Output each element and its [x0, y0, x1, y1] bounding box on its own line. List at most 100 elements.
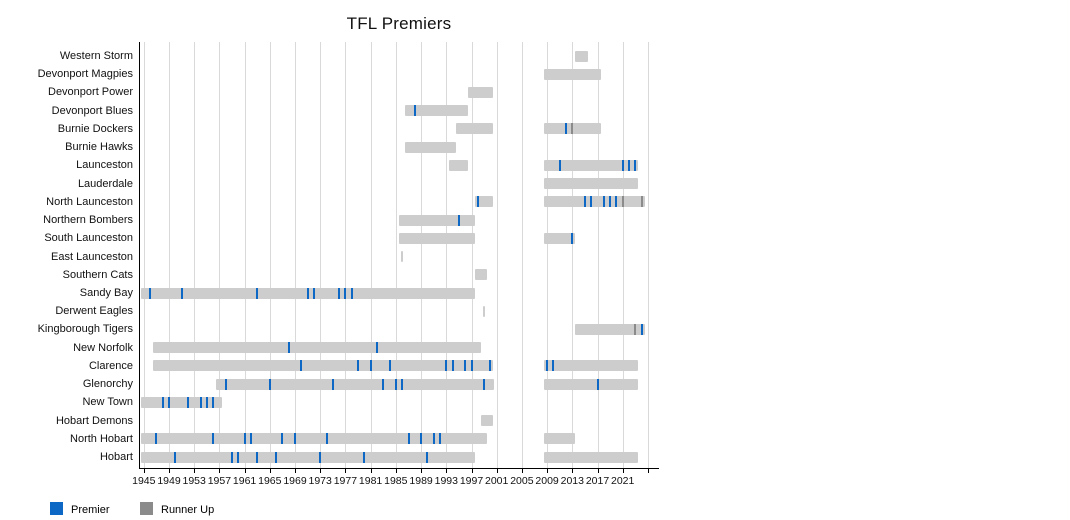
- premier-tick: [224, 378, 227, 390]
- team-label: North Launceston: [46, 195, 133, 208]
- runner-up-span-bar: [543, 196, 645, 208]
- x-axis-label: 1945: [132, 475, 156, 487]
- runner-up-span-bar: [468, 87, 494, 98]
- premier-tick: [212, 433, 215, 445]
- x-axis-label: 2021: [611, 475, 635, 487]
- runner-up-span-bar: [543, 178, 639, 190]
- team-label: Burnie Dockers: [57, 122, 133, 135]
- gridline-2013: [572, 42, 574, 468]
- gridline-1989: [421, 42, 423, 468]
- x-axis-label: 1957: [207, 475, 232, 487]
- team-label: Hobart Demons: [55, 414, 133, 427]
- premier-tick: [382, 378, 385, 390]
- runner-up-span-bar: [543, 451, 639, 463]
- premier-tick: [413, 105, 416, 117]
- gridline-1945: [143, 42, 145, 468]
- team-label: Kingborough Tigers: [37, 323, 133, 336]
- runner-up-tick: [634, 323, 637, 335]
- gridline-1977: [345, 42, 347, 468]
- x-axis-label: 1981: [358, 475, 383, 487]
- premier-tick: [369, 360, 372, 372]
- team-label: North Hobart: [70, 432, 133, 445]
- x-axis-label: 2017: [585, 475, 610, 487]
- x-axis-tick-2001: [496, 469, 498, 473]
- gridline-1993: [446, 42, 448, 468]
- premier-tick: [602, 196, 605, 208]
- team-label: Northern Bombers: [43, 214, 133, 227]
- premier-tick: [546, 360, 549, 372]
- team-label: Launceston: [76, 159, 133, 172]
- runner-up-span-bar: [140, 451, 475, 463]
- team-label: Derwent Eagles: [55, 305, 133, 318]
- team-label: Devonport Magpies: [37, 68, 133, 81]
- y-axis-line: [139, 42, 141, 469]
- x-axis-tick-2013: [572, 469, 574, 473]
- gridline-1965: [269, 42, 271, 468]
- premier-tick: [249, 433, 252, 445]
- premier-tick: [571, 232, 574, 244]
- runner-up-span-bar: [575, 50, 588, 62]
- premier-tick: [212, 396, 215, 408]
- runner-up-span-bar: [399, 232, 475, 244]
- runner-up-span-bar: [153, 360, 494, 372]
- runner-up-span-bar: [140, 396, 223, 408]
- premier-tick: [445, 360, 448, 372]
- gridline-2025: [647, 42, 649, 468]
- premier-tick: [401, 378, 404, 390]
- premier-tick: [565, 123, 567, 135]
- gridline-2001: [496, 42, 498, 468]
- premier-tick: [281, 433, 284, 445]
- premier-tick: [180, 287, 183, 299]
- x-axis-label: 1997: [459, 475, 484, 487]
- gridline-1981: [370, 42, 372, 468]
- premier-tick: [350, 287, 353, 299]
- x-axis-line: [139, 468, 659, 470]
- premier-tick: [363, 451, 366, 463]
- team-label: Clarence: [88, 359, 133, 372]
- x-axis-tick-1945: [143, 469, 145, 473]
- premier-tick: [621, 159, 624, 171]
- premier-tick: [583, 196, 586, 208]
- x-axis-tick-1981: [370, 469, 372, 473]
- x-axis-tick-1993: [446, 469, 448, 473]
- premier-legend-swatch: [50, 502, 63, 515]
- premier-tick: [357, 360, 359, 372]
- runner-up-span-bar: [153, 342, 481, 354]
- premier-tick: [243, 433, 246, 445]
- x-axis-tick-2005: [521, 469, 523, 473]
- runner-up-span-bar: [474, 269, 488, 281]
- premier-tick: [161, 396, 164, 408]
- x-axis-label: 1965: [258, 475, 282, 487]
- runner-up-span-bar: [474, 196, 494, 208]
- team-label: Lauderdale: [77, 177, 133, 190]
- runner-up-tick: [571, 123, 574, 135]
- runner-up-span-bar: [216, 378, 494, 390]
- runner-up-span-bar: [483, 305, 486, 317]
- runner-up-span-bar: [543, 68, 601, 80]
- runner-up-span-bar: [543, 159, 639, 171]
- premier-tick: [300, 360, 303, 372]
- x-axis-tick-1977: [345, 469, 347, 473]
- x-axis-tick-2025: [647, 469, 649, 473]
- premier-tick: [338, 287, 341, 299]
- premier-tick: [470, 360, 473, 372]
- team-label: Hobart: [99, 451, 133, 464]
- premier-tick: [439, 433, 441, 445]
- runner-up-span-bar: [455, 123, 494, 135]
- runner-up-span-bar: [543, 378, 639, 390]
- x-axis-tick-2017: [597, 469, 599, 473]
- premier-legend-label: Premier: [71, 504, 110, 516]
- runner-up-span-bar: [405, 105, 469, 117]
- x-axis-label: 2013: [560, 475, 584, 487]
- premier-tick: [331, 378, 334, 390]
- premier-tick: [634, 159, 637, 171]
- x-axis-tick-1973: [320, 469, 322, 473]
- gridline-1957: [219, 42, 221, 468]
- x-axis-tick-1953: [194, 469, 196, 473]
- gridline-1953: [194, 42, 196, 468]
- x-axis-label: 1949: [157, 475, 181, 487]
- premier-tick: [451, 360, 454, 372]
- premier-tick: [420, 433, 423, 445]
- runner-up-span-bar: [401, 251, 404, 262]
